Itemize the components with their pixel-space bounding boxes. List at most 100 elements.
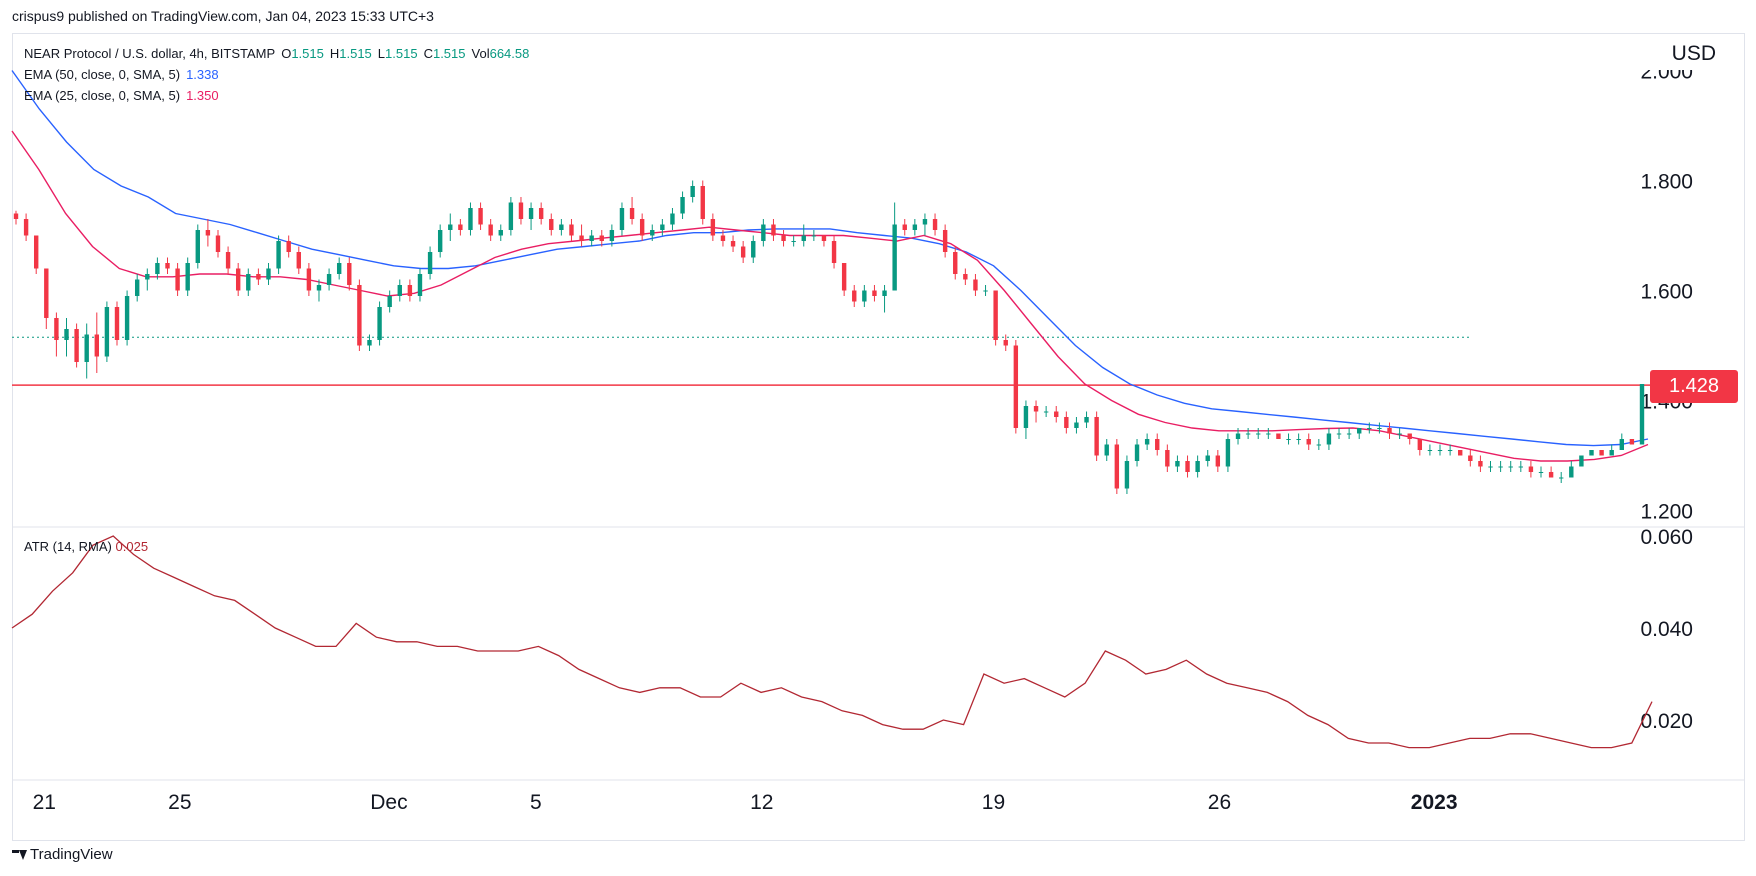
candle-body: [427, 252, 433, 274]
candle-body: [1367, 428, 1372, 429]
ema25-label: EMA (25, close, 0, SMA, 5): [24, 88, 181, 103]
tradingview-brand: TradingView: [30, 846, 113, 863]
candle-body: [1407, 433, 1412, 439]
candle-body: [1084, 417, 1089, 423]
candle-body: [1043, 411, 1049, 413]
candle-body: [862, 290, 867, 302]
candle-body: [852, 290, 857, 302]
currency-label[interactable]: USD: [1671, 42, 1716, 65]
candle-body: [1377, 428, 1382, 429]
candle-body: [1144, 439, 1150, 445]
candle-body: [1559, 477, 1564, 479]
atr-axis-tick: 0.020: [1640, 710, 1693, 733]
time-axis-tick: 12: [750, 791, 773, 814]
candle-body: [367, 340, 372, 346]
candle-body: [1599, 450, 1604, 456]
ema50-legend[interactable]: EMA (50, close, 0, SMA, 5) 1.338: [24, 67, 225, 82]
atr-legend[interactable]: ATR (14, RMA) 0.025: [24, 539, 148, 554]
candle-body: [569, 224, 574, 236]
candle-body: [13, 213, 19, 219]
candle-body: [629, 208, 635, 219]
candle-body: [922, 219, 928, 225]
candle-body: [1225, 439, 1231, 467]
candle-body: [417, 274, 423, 296]
candle-body: [134, 279, 140, 296]
candle-body: [1528, 466, 1534, 472]
candle-body: [1306, 439, 1311, 445]
candle-body: [1417, 439, 1423, 450]
candle-body: [912, 224, 918, 230]
candle-body: [902, 224, 907, 230]
candle-body: [1447, 450, 1453, 451]
candle-body: [700, 186, 705, 219]
atr-axis-tick: 0.060: [1640, 526, 1693, 549]
ohlc-open: O1.515: [281, 46, 324, 61]
candle-body: [942, 230, 948, 252]
candle-body: [821, 235, 827, 241]
candle-body: [680, 197, 685, 214]
candle-body: [1175, 461, 1180, 467]
candle-body: [1296, 439, 1301, 440]
candle-body: [1508, 466, 1513, 468]
symbol-legend: NEAR Protocol / U.S. dollar, 4h, BITSTAM…: [24, 46, 535, 61]
candle-body: [1619, 439, 1625, 450]
candle-body: [983, 290, 988, 292]
candle-body: [1579, 455, 1584, 467]
candle-body: [549, 219, 554, 230]
candle-body: [1286, 439, 1291, 440]
candle-body: [437, 230, 443, 252]
atr-line: [11, 535, 1653, 749]
candle-body: [528, 208, 534, 219]
time-axis-tick: 5: [530, 791, 542, 814]
ema25-legend[interactable]: EMA (25, close, 0, SMA, 5) 1.350: [24, 88, 225, 103]
time-axis-tick: Dec: [370, 791, 407, 814]
candle-body: [44, 268, 49, 318]
price-axis-tick: 1.200: [1640, 501, 1693, 524]
candle-body: [1104, 444, 1109, 456]
candle-body: [1215, 455, 1221, 467]
candle-body: [195, 230, 200, 263]
ema25-value: 1.350: [186, 88, 219, 103]
candle-body: [1245, 433, 1251, 435]
candle-body: [973, 279, 978, 291]
candle-body: [1589, 450, 1594, 456]
candle-body: [478, 208, 483, 225]
candle-body: [1629, 439, 1635, 445]
candle-body: [124, 296, 130, 340]
candle-body: [397, 285, 402, 296]
candle-body: [841, 263, 847, 291]
time-axis-tick: 2023: [1411, 791, 1458, 814]
candle-body: [1548, 472, 1554, 478]
candle-body: [1387, 428, 1392, 434]
candle-body: [963, 274, 968, 280]
candle-body: [1639, 384, 1645, 445]
candle-body: [1124, 461, 1130, 489]
symbol-name[interactable]: NEAR Protocol / U.S. dollar, 4h, BITSTAM…: [24, 46, 276, 61]
candle-body: [619, 208, 625, 230]
candle-body: [1235, 433, 1241, 439]
candle-body: [357, 285, 362, 346]
chart-frame: [12, 33, 1745, 841]
candle-body: [508, 202, 514, 230]
candle-body: [235, 268, 241, 291]
candle-body: [1357, 428, 1362, 434]
price-axis-tick: 2.000: [1640, 61, 1693, 84]
candle-body: [670, 213, 675, 225]
tradingview-logo[interactable]: TradingView: [12, 846, 113, 863]
candle-body: [639, 219, 645, 236]
candle-body: [1114, 444, 1120, 489]
ohlc-high: H1.515: [329, 46, 372, 61]
candle-body: [1205, 455, 1210, 461]
candle-body: [801, 235, 806, 241]
candle-body: [1013, 345, 1019, 428]
candle-body: [104, 307, 110, 357]
candle-body: [690, 186, 695, 197]
candle-body: [215, 235, 221, 252]
candle-body: [872, 290, 877, 296]
candle-body: [1023, 406, 1029, 428]
candle-body: [448, 224, 453, 230]
candle-body: [296, 252, 301, 269]
candle-body: [185, 263, 190, 291]
volume: Vol664.58: [471, 46, 530, 61]
